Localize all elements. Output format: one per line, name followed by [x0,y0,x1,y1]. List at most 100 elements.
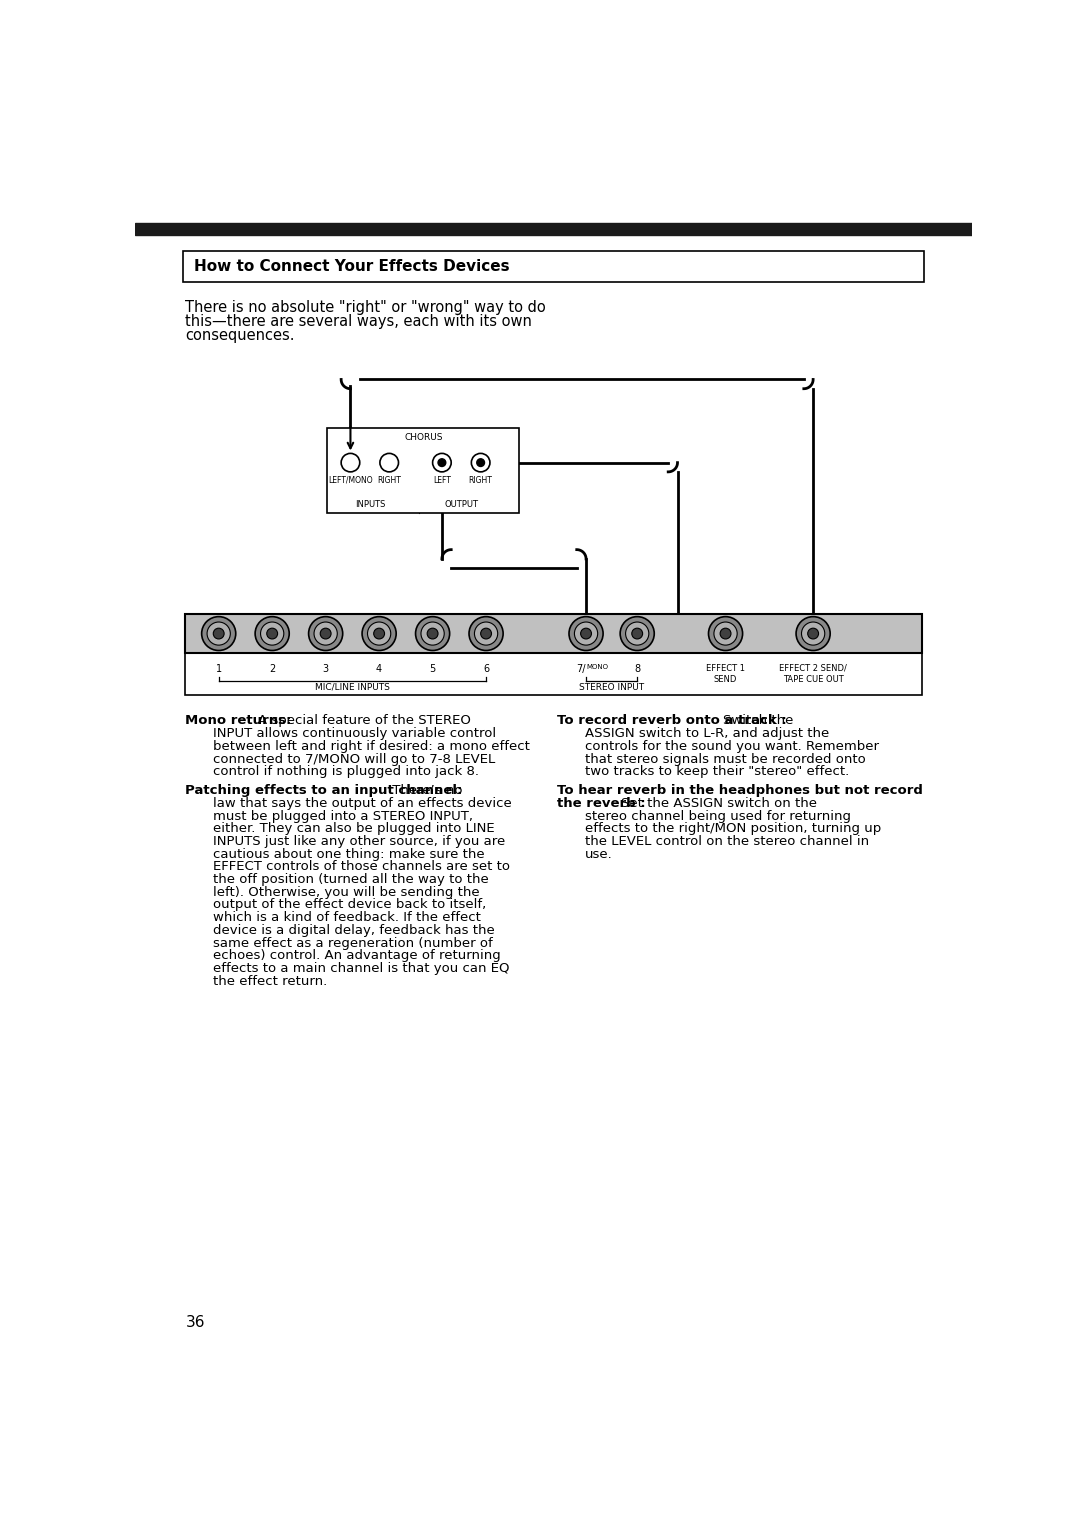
Text: To record reverb onto a track :: To record reverb onto a track : [557,714,787,728]
Bar [183,250,924,282]
Text: INPUTS: INPUTS [354,501,384,510]
Circle shape [267,629,278,639]
Circle shape [575,623,597,645]
Text: CHORUS: CHORUS [404,433,443,443]
Text: either. They can also be plugged into LINE: either. They can also be plugged into LI… [213,823,495,835]
Circle shape [380,453,399,472]
Circle shape [374,629,384,639]
Text: EFFECT controls of those channels are set to: EFFECT controls of those channels are se… [213,861,510,873]
Text: 6: 6 [483,664,489,673]
Text: MIC/LINE INPUTS: MIC/LINE INPUTS [315,682,390,691]
Text: EFFECT 2 SEND/
TAPE CUE OUT: EFFECT 2 SEND/ TAPE CUE OUT [779,664,847,684]
Text: LEFT/MONO: LEFT/MONO [328,476,373,485]
Text: which is a kind of feedback. If the effect: which is a kind of feedback. If the effe… [213,911,482,925]
Text: Set the ASSIGN switch on the: Set the ASSIGN switch on the [621,797,816,810]
Text: EFFECT 1
SEND: EFFECT 1 SEND [706,664,745,684]
Text: the LEVEL control on the stereo channel in: the LEVEL control on the stereo channel … [585,835,869,848]
Text: device is a digital delay, feedback has the: device is a digital delay, feedback has … [213,923,495,937]
Circle shape [213,629,225,639]
Text: ASSIGN switch to L-R, and adjust the: ASSIGN switch to L-R, and adjust the [585,726,829,740]
Circle shape [255,617,289,650]
Text: two tracks to keep their "stereo" effect.: two tracks to keep their "stereo" effect… [585,765,850,778]
Text: the effect return.: the effect return. [213,975,327,987]
Text: Mono returns:: Mono returns: [186,714,292,728]
Circle shape [428,629,438,639]
Text: consequences.: consequences. [186,328,295,343]
Text: this—there are several ways, each with its own: this—there are several ways, each with i… [186,314,532,330]
Text: There’s no: There’s no [389,784,463,797]
Text: MONO: MONO [586,664,608,670]
Text: A special feature of the STEREO: A special feature of the STEREO [258,714,471,728]
Text: the off position (turned all the way to the: the off position (turned all the way to … [213,873,489,887]
Circle shape [808,629,819,639]
Circle shape [367,623,391,645]
Circle shape [476,459,485,467]
Text: RIGHT: RIGHT [469,476,492,485]
Circle shape [362,617,396,650]
Text: connected to 7/MONO will go to 7-8 LEVEL: connected to 7/MONO will go to 7-8 LEVEL [213,752,496,766]
Circle shape [632,629,643,639]
Circle shape [202,617,235,650]
Text: Patching effects to an input channel:: Patching effects to an input channel: [186,784,462,797]
Circle shape [314,623,337,645]
Text: There is no absolute "right" or "wrong" way to do: There is no absolute "right" or "wrong" … [186,301,546,316]
Circle shape [474,623,498,645]
Text: control if nothing is plugged into jack 8.: control if nothing is plugged into jack … [213,765,480,778]
Text: between left and right if desired: a mono effect: between left and right if desired: a mon… [213,740,530,752]
Text: INPUTS just like any other source, if you are: INPUTS just like any other source, if yo… [213,835,505,848]
Text: same effect as a regeneration (number of: same effect as a regeneration (number of [213,937,494,949]
Circle shape [714,623,738,645]
Text: must be plugged into a STEREO INPUT,: must be plugged into a STEREO INPUT, [213,809,473,823]
Text: cautious about one thing: make sure the: cautious about one thing: make sure the [213,847,485,861]
Circle shape [321,629,332,639]
Text: RIGHT: RIGHT [377,476,401,485]
Text: 1: 1 [216,664,221,673]
Text: law that says the output of an effects device: law that says the output of an effects d… [213,797,512,810]
Text: controls for the sound you want. Remember: controls for the sound you want. Remembe… [585,740,879,752]
Text: LEFT: LEFT [433,476,450,485]
Text: echoes) control. An advantage of returning: echoes) control. An advantage of returni… [213,949,501,963]
Text: the reverb :: the reverb : [557,797,646,810]
Circle shape [569,617,603,650]
Text: 2: 2 [269,664,275,673]
Circle shape [481,629,491,639]
Bar [186,615,921,653]
Circle shape [581,629,592,639]
Circle shape [720,629,731,639]
Text: output of the effect device back to itself,: output of the effect device back to itse… [213,899,486,911]
Text: 3: 3 [323,664,328,673]
Text: INPUT allows continuously variable control: INPUT allows continuously variable contr… [213,726,497,740]
Circle shape [796,617,831,650]
Circle shape [438,459,446,467]
Circle shape [260,623,284,645]
Circle shape [708,617,743,650]
Text: 4: 4 [376,664,382,673]
Circle shape [801,623,825,645]
Text: stereo channel being used for returning: stereo channel being used for returning [585,809,851,823]
Text: that stereo signals must be recorded onto: that stereo signals must be recorded ont… [585,752,866,766]
Bar [186,615,921,696]
Text: effects to the right/MON position, turning up: effects to the right/MON position, turni… [585,823,881,835]
Bar [135,223,972,235]
Text: To hear reverb in the headphones but not record: To hear reverb in the headphones but not… [557,784,923,797]
Circle shape [469,617,503,650]
Text: 7/: 7/ [577,664,586,673]
Circle shape [309,617,342,650]
Text: STEREO INPUT: STEREO INPUT [579,682,644,691]
Circle shape [620,617,654,650]
Circle shape [421,623,444,645]
Circle shape [341,453,360,472]
Text: left). Otherwise, you will be sending the: left). Otherwise, you will be sending th… [213,885,480,899]
Circle shape [416,617,449,650]
Bar [327,427,519,513]
Text: 36: 36 [186,1315,205,1331]
Circle shape [625,623,649,645]
Text: 5: 5 [430,664,435,673]
Text: OUTPUT: OUTPUT [444,501,478,510]
Text: Switch the: Switch the [724,714,794,728]
Circle shape [207,623,230,645]
Text: use.: use. [585,847,613,861]
Circle shape [433,453,451,472]
Text: How to Connect Your Effects Devices: How to Connect Your Effects Devices [194,259,510,273]
Circle shape [471,453,490,472]
